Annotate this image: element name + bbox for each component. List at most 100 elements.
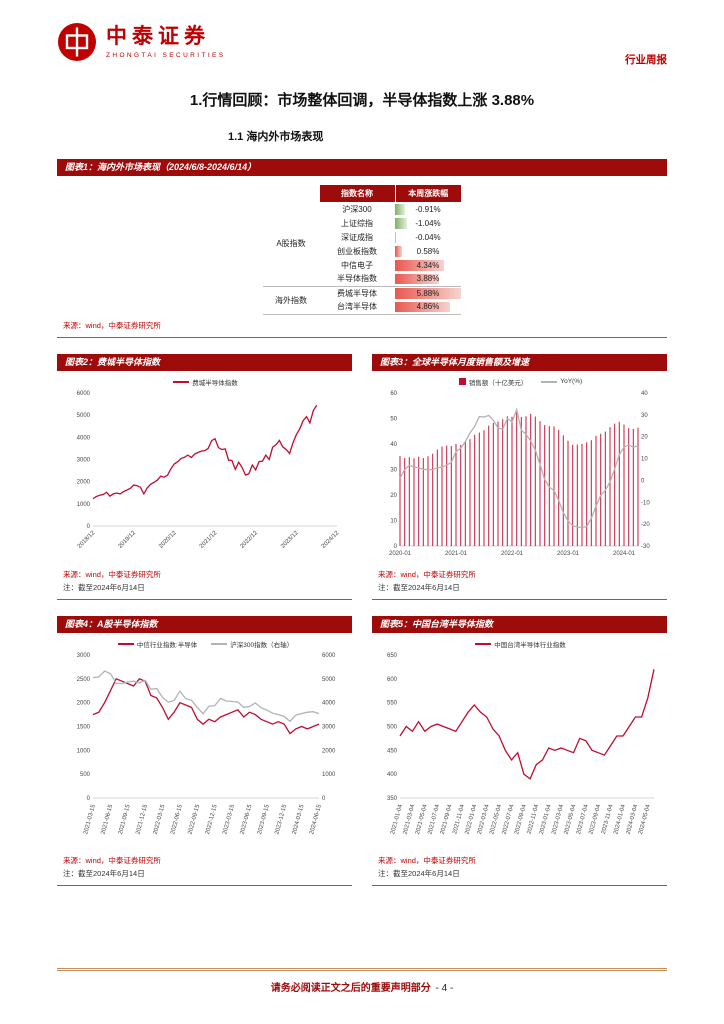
brand-text: 中泰证券 ZHONGTAI SECURITIES [106,25,226,58]
index-name: 深证成指 [341,232,373,242]
svg-text:50: 50 [390,416,397,422]
figure-4-caption: 图表4：A股半导体指数 [57,615,352,633]
legend-label: 中国台湾半导体行业指数 [494,641,566,649]
weekly-change-cell: -0.91% [395,202,461,216]
svg-text:2023-05-04: 2023-05-04 [564,803,578,835]
figure-2: 图表2：费城半导体指数 费城半导体指数 0 1000 2000 3000 4000 5000… [57,353,352,600]
svg-text:5000: 5000 [322,676,336,682]
svg-text:2021-03-15: 2021-03-15 [83,803,97,835]
svg-text:2024-06-15: 2024-06-15 [309,803,323,835]
svg-text:5000: 5000 [77,413,91,419]
figure-4: 图表4：A股半导体指数 中信行业指数:半导体 沪深300指数（右轴） 0 500 100… [57,615,352,886]
svg-text:2500: 2500 [77,676,91,682]
legend-line-sample-icon [211,642,228,645]
change-databar [395,217,407,229]
svg-text:6000: 6000 [322,653,336,659]
legend-item: 费城半导体指数 [173,377,238,387]
weekly-change-cell: 4.86% [395,300,461,315]
footer-disclaimer: 请务必阅读正文之后的重要声明部分 [270,983,431,994]
change-value: 0.58% [416,246,440,256]
svg-text:10: 10 [390,518,397,524]
svg-text:2021-12-15: 2021-12-15 [135,803,149,835]
svg-text:2022-07-04: 2022-07-04 [502,803,516,835]
source-note: 来源：wind，中泰证券研究所 [63,855,161,865]
svg-text:30: 30 [641,412,648,418]
svg-text:2020-01: 2020-01 [389,551,412,557]
svg-text:2022-09-04: 2022-09-04 [514,803,528,835]
svg-text:-10: -10 [641,500,650,506]
table-row: A股指数 沪深300 -0.91% [263,202,461,287]
chart-plot: 0 10 20 30 40 50 60 -30 -20 -10 0 10 20 30 40 2020-01 20… [389,391,650,557]
chart-a-share-semiconductor: 中信行业指数:半导体 沪深300指数（右轴） 0 500 1000 1500 2000 250… [57,633,352,851]
legend-line-sample-icon [117,642,134,645]
change-databar [395,273,439,284]
svg-text:600: 600 [387,676,398,682]
brand-name-cn: 中泰证券 [106,25,210,49]
svg-text:2000: 2000 [322,748,336,754]
figure-2-caption: 图表2：费城半导体指数 [57,353,352,371]
svg-text:2022-03-15: 2022-03-15 [153,803,167,835]
chart-legend: 销售额（十亿美元） YoY(%) [374,376,667,388]
legend-label: 销售额（十亿美元） [468,379,528,387]
table-row: 中信电子 4.34% [263,258,461,272]
svg-text:0: 0 [641,478,645,484]
svg-text:2021-09-15: 2021-09-15 [118,803,132,835]
change-value: -0.91% [415,204,441,214]
svg-text:20: 20 [641,434,648,440]
figure-3-caption: 图表3：全球半导体月度销售额及增速 [372,353,667,371]
change-databar [395,288,461,299]
page-header: 中泰证券 ZHONGTAI SECURITIES 行业周报 [0,0,724,67]
index-group-label: 海外指数 [263,286,319,315]
svg-text:2000: 2000 [77,700,91,706]
charts-grid: 图表2：费城半导体指数 费城半导体指数 0 1000 2000 3000 4000 5000… [57,353,667,886]
chart-legend: 中国台湾半导体行业指数 [374,638,667,650]
chart-taiwan-semiconductor: 中国台湾半导体行业指数 350 400 450 500 550 600 650 2021-01-… [372,633,667,851]
col-header-weekly-change: 本周涨跌幅 [394,185,461,202]
legend-line-sample-icon [541,380,558,383]
svg-text:2022/12: 2022/12 [239,529,259,549]
brand-name-en: ZHONGTAI SECURITIES [106,51,226,59]
date-note: 注：截至2024年6月14日 [378,582,460,592]
table-row: 上证综指 -1.04% [263,216,461,230]
table-row: 深证成指 -0.04% [263,230,461,244]
svg-text:2021/12: 2021/12 [199,529,219,549]
svg-text:2023/12: 2023/12 [280,529,300,549]
svg-text:1000: 1000 [77,501,91,507]
svg-text:2022-11-04: 2022-11-04 [527,803,541,834]
change-databar [395,245,402,257]
zhongtai-logo-icon [58,23,96,61]
index-name: 半导体指数 [319,272,395,287]
figure-1-caption: 图表1：海内外市场表现（2024/6/8-2024/6/14） [57,159,667,176]
svg-text:2023-03-15: 2023-03-15 [222,803,236,835]
svg-text:1500: 1500 [77,724,91,730]
svg-text:0: 0 [87,796,91,802]
chart-philadelphia-semiconductor: 费城半导体指数 0 1000 2000 3000 4000 5000 6000 2018/12 2… [57,371,352,565]
svg-text:400: 400 [387,772,398,778]
change-value: 5.88% [416,288,440,298]
index-name: 台湾半导体 [319,300,395,315]
figure-1: 图表1：海内外市场表现（2024/6/8-2024/6/14） 指数名称 本周涨… [57,159,667,338]
svg-text:2024/12: 2024/12 [321,529,341,549]
legend-label: 中信行业指数:半导体 [136,641,198,649]
chart-plot: 350 400 450 500 550 600 650 2021-01-042021-03-0… [387,653,655,835]
report-body: 图表1：海内外市场表现（2024/6/8-2024/6/14） 指数名称 本周涨… [0,159,724,886]
change-databar [395,259,444,271]
index-name: 费城半导体 [337,288,377,298]
legend-label: 沪深300指数（右轴） [230,641,294,649]
legend-label: 费城半导体指数 [192,379,238,387]
table-row: 海外指数 费城半导体 5.88% [263,286,461,315]
change-value: 4.86% [416,302,440,312]
chart-plot: 0 500 1000 1500 2000 2500 3000 0 1000 2000 3000 400… [77,653,336,835]
svg-text:40: 40 [390,442,397,448]
svg-text:2022-03-04: 2022-03-04 [477,803,491,835]
svg-text:2024-03-04: 2024-03-04 [626,803,640,835]
svg-text:4000: 4000 [77,435,91,441]
svg-text:2024-01-04: 2024-01-04 [613,803,627,835]
chart-legend: 中信行业指数:半导体 沪深300指数（右轴） [59,638,352,650]
svg-text:2021-11-04: 2021-11-04 [452,803,466,834]
weekly-change-cell: -0.04% [395,230,461,244]
legend-item: 沪深300指数（右轴） [211,639,293,649]
index-group-label: A股指数 [263,202,319,287]
source-note: 来源：wind，中泰证券研究所 [63,320,161,330]
date-note: 注：截至2024年6月14日 [63,868,145,878]
